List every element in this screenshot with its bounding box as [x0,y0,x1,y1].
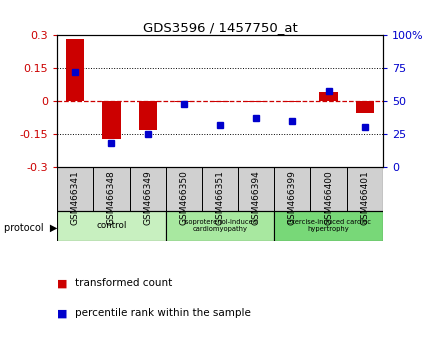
Text: ■: ■ [57,308,68,318]
Text: GSM466394: GSM466394 [252,171,260,225]
Polygon shape [274,167,311,211]
Text: GSM466400: GSM466400 [324,171,333,225]
Bar [211,101,229,102]
Bar [283,101,301,102]
Text: GSM466348: GSM466348 [107,171,116,225]
Polygon shape [311,167,347,211]
Text: GSM466399: GSM466399 [288,171,297,225]
Text: isoproterenol-induced
cardiomyopathy: isoproterenol-induced cardiomyopathy [183,219,257,233]
Bar [139,101,157,130]
Bar [319,92,337,101]
Polygon shape [238,167,274,211]
Bar [247,101,265,102]
Text: exercise-induced cardiac
hypertrophy: exercise-induced cardiac hypertrophy [286,219,370,233]
Polygon shape [166,167,202,211]
Bar [57,211,166,241]
Text: protocol  ▶: protocol ▶ [4,223,58,233]
Polygon shape [57,167,93,211]
Bar [66,39,84,101]
Polygon shape [202,167,238,211]
Text: transformed count: transformed count [75,278,172,288]
Text: GSM466350: GSM466350 [180,171,188,225]
Text: GSM466351: GSM466351 [216,171,224,225]
Polygon shape [93,167,129,211]
Text: GSM466401: GSM466401 [360,171,369,225]
Text: control: control [96,222,127,230]
Bar [274,211,383,241]
Title: GDS3596 / 1457750_at: GDS3596 / 1457750_at [143,21,297,34]
Text: GSM466349: GSM466349 [143,171,152,225]
Text: percentile rank within the sample: percentile rank within the sample [75,308,251,318]
Bar [175,101,193,102]
Text: ■: ■ [57,278,68,288]
Bar [103,101,121,139]
Text: GSM466341: GSM466341 [71,171,80,225]
Polygon shape [347,167,383,211]
Bar [166,211,274,241]
Bar [356,101,374,113]
Polygon shape [129,167,166,211]
